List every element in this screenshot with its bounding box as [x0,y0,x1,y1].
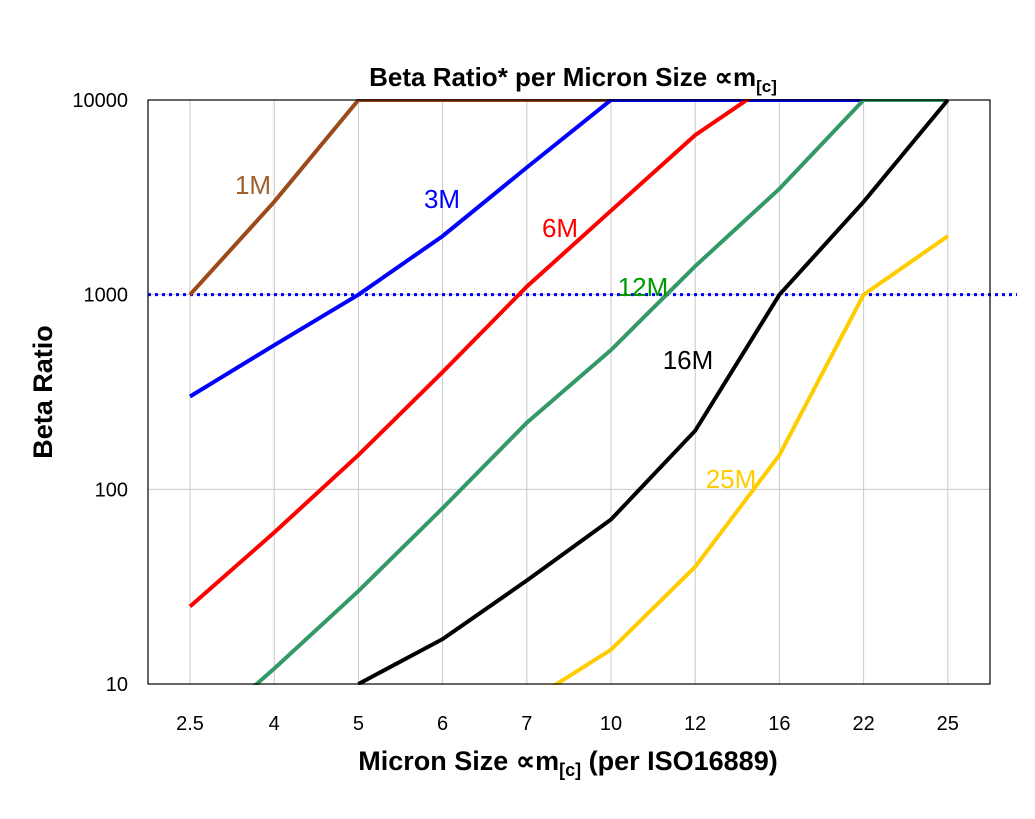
series-label-12M: 12M [618,272,669,302]
chart-title: Beta Ratio* per Micron Size ∝m[c] [369,62,777,96]
series-line-12M [190,100,948,743]
x-tick-label: 2.5 [176,713,204,735]
x-tick-label: 10 [600,713,622,735]
series-label-16M: 16M [663,345,714,375]
x-tick-label: 4 [269,713,280,735]
x-tick-label: 6 [437,713,448,735]
x-tick-label: 16 [768,713,790,735]
y-tick-label: 10000 [72,90,128,112]
x-tick-labels: 2.5 4 5 6 7 10 12 16 22 25 [176,713,959,735]
x-tick-label: 7 [521,713,532,735]
y-tick-label: 100 [95,479,128,501]
x-tick-label: 5 [353,713,364,735]
series-label-6M: 6M [542,213,578,243]
series-label-1M: 1M [235,170,271,200]
series-line-6M [190,78,948,607]
x-tick-label: 25 [937,713,959,735]
y-axis-label: Beta Ratio [28,325,58,459]
series-lines [190,78,948,743]
x-axis-label: Micron Size ∝m[c] (per ISO16889) [358,746,777,780]
series-label-3M: 3M [424,184,460,214]
y-tick-labels: 10 100 1000 10000 [72,90,128,696]
series-labels: 1M 3M 6M 12M 16M 25M [235,170,756,494]
y-tick-label: 1000 [84,285,129,307]
x-tick-label: 22 [852,713,874,735]
x-tick-label: 12 [684,713,706,735]
y-tick-label: 10 [106,674,128,696]
series-label-25M: 25M [706,464,757,494]
grid [148,100,990,684]
